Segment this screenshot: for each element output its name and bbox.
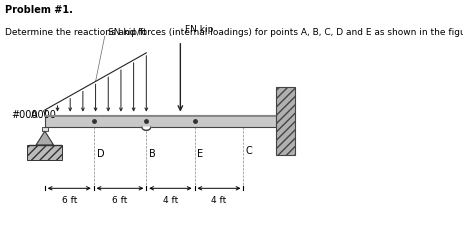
Text: B: B — [149, 148, 155, 158]
Text: FN kip: FN kip — [185, 25, 213, 34]
Text: E: E — [197, 148, 203, 158]
Text: A: A — [31, 109, 37, 119]
Text: SN kip/ft: SN kip/ft — [107, 28, 146, 37]
Bar — [42, 128, 48, 132]
Bar — [45, 115, 276, 128]
Text: 6 ft: 6 ft — [62, 195, 77, 204]
Polygon shape — [36, 132, 53, 145]
Bar — [27, 145, 62, 160]
Text: #000000: #000000 — [11, 109, 56, 119]
Text: Problem #1.: Problem #1. — [6, 5, 73, 15]
Polygon shape — [142, 128, 150, 131]
Bar — [276, 87, 295, 155]
Text: Determine the reactions and forces (internal loadings) for points A, B, C, D and: Determine the reactions and forces (inte… — [6, 28, 463, 37]
Text: 4 ft: 4 ft — [211, 195, 226, 204]
Text: C: C — [245, 146, 251, 156]
Text: D: D — [97, 148, 104, 158]
Text: 4 ft: 4 ft — [163, 195, 178, 204]
Bar — [45, 115, 276, 118]
Text: 6 ft: 6 ft — [112, 195, 127, 204]
